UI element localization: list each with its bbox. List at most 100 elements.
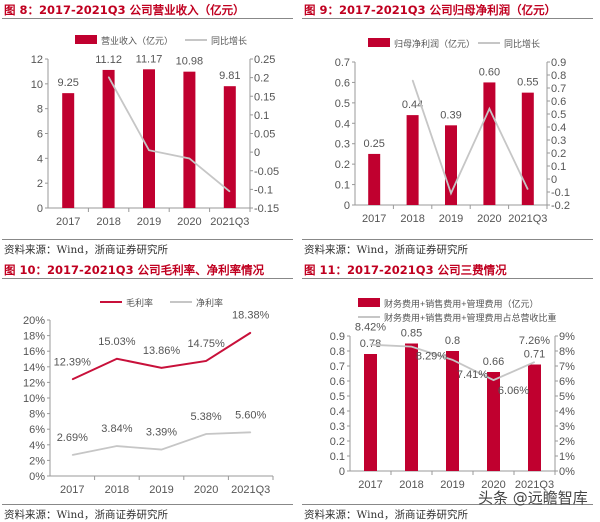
right-tick-label: 0.4: [551, 122, 566, 134]
left-tick-label: 0: [344, 200, 350, 212]
legend-swatch: [358, 298, 380, 307]
line-point: [71, 378, 73, 380]
right-tick-label: 0.1: [551, 161, 566, 173]
left-tick-label: 2: [37, 178, 43, 190]
right-tick-label: 1%: [559, 451, 575, 463]
bar-2019: [143, 69, 155, 208]
left-tick-label: 8%: [29, 409, 45, 421]
x-tick-label: 2017: [358, 479, 382, 491]
line-label: 5.38%: [190, 411, 221, 423]
line-label: 7.41%: [457, 369, 488, 381]
right-tick-label: 0.25: [254, 54, 275, 66]
divider: [302, 239, 593, 240]
left-tick-label: 0.6: [335, 77, 350, 89]
line-label: 2.69%: [57, 432, 88, 444]
line-point: [205, 433, 207, 435]
line-point: [205, 360, 207, 362]
bar-label: 10.98: [176, 56, 204, 68]
left-tick-label: 6%: [29, 424, 45, 436]
line-label: 7.26%: [519, 335, 550, 347]
x-tick-label: 2018: [399, 479, 423, 491]
left-tick-label: 0.8: [330, 346, 345, 358]
x-tick-label: 2018: [105, 484, 129, 496]
bar-label: 9.25: [57, 77, 78, 89]
x-tick-label: 2017: [362, 213, 386, 225]
bar-2017: [62, 93, 75, 208]
line-point: [71, 454, 73, 456]
line-label: 5.60%: [235, 409, 266, 421]
right-tick-label: 2%: [559, 436, 575, 448]
right-tick-label: 0.05: [254, 129, 275, 141]
line-point: [493, 379, 494, 381]
x-tick-label: 2020: [177, 216, 201, 228]
bar-2018: [102, 69, 115, 208]
net-profit-chart: 00.10.20.30.40.50.60.7-0.2-0.100.10.20.3…: [335, 38, 570, 225]
left-tick-label: 0.4: [330, 406, 345, 418]
left-tick-label: 0.3: [335, 139, 350, 151]
bar-2021Q3: [521, 92, 534, 205]
right-tick-label: 0.2: [551, 148, 566, 160]
divider: [302, 278, 593, 279]
legend-swatch: [75, 35, 97, 44]
bar-label: 0.55: [517, 77, 538, 89]
left-tick-label: 0.2: [335, 159, 350, 171]
line-point: [188, 157, 190, 159]
divider: [2, 504, 293, 505]
line-point: [412, 79, 414, 81]
bar-label: 11.17: [136, 53, 163, 65]
x-tick-label: 2017: [60, 484, 84, 496]
chart-title: 图 10：2017-2021Q3 公司毛利率、净利率情况: [4, 263, 265, 277]
bar-2021Q3: [223, 86, 236, 208]
line-label: 13.86%: [143, 345, 181, 357]
line-label: 12.39%: [54, 356, 92, 368]
right-tick-label: 0.8: [551, 70, 566, 82]
line-point: [488, 108, 490, 110]
legend-label: 净利率: [196, 297, 223, 308]
bar-label: 9.81: [219, 70, 240, 82]
left-tick-label: 8: [37, 104, 43, 116]
right-tick-label: 0.2: [254, 73, 269, 85]
x-tick-label: 2021Q3: [515, 479, 554, 491]
source-note: 资料来源：Wind，浙商证券研究所: [4, 244, 168, 256]
line-point: [116, 358, 118, 360]
line-point: [161, 449, 162, 451]
right-tick-label: 0.1: [254, 110, 269, 122]
left-tick-label: 0.3: [330, 421, 345, 433]
legend-label: 毛利率: [126, 297, 153, 308]
divider: [2, 239, 293, 240]
panel-margins: 图 10：2017-2021Q3 公司毛利率、净利率情况 0% 2% 4% 6% 8% 1…: [0, 260, 295, 521]
divider: [302, 504, 593, 505]
x-tick-label: 2021Q3: [508, 213, 547, 225]
right-tick-label: -0.1: [254, 184, 273, 196]
line-point: [411, 346, 412, 348]
panel-expenses: 图 11：2017-2021Q3 公司三费情况 0 0.1 0.2 0.3 0.4 0.5…: [300, 260, 595, 521]
left-tick-label: 0.1: [330, 451, 345, 463]
right-tick-label: 0.9: [551, 57, 566, 69]
left-tick-label: 0.1: [335, 180, 350, 192]
left-tick-label: 4: [37, 153, 43, 165]
bar-2017: [368, 153, 381, 205]
line-label: 15.03%: [98, 336, 136, 348]
chart-title: 图 9：2017-2021Q3 公司归母净利润（亿元）: [304, 3, 557, 17]
x-tick-label: 2018: [400, 213, 424, 225]
x-tick-label: 2018: [96, 216, 120, 228]
x-tick-label: 2019: [439, 213, 463, 225]
bar-2018: [406, 115, 419, 205]
bar-2020: [487, 372, 500, 471]
x-tick-label: 2020: [194, 484, 218, 496]
legend-label: 同比增长: [211, 35, 247, 46]
legend-label: 营业收入（亿元）: [101, 35, 173, 46]
left-tick-label: 0%: [29, 471, 45, 483]
x-tick-label: 2020: [481, 479, 505, 491]
line-point: [108, 76, 110, 78]
left-tick-label: 12%: [23, 377, 45, 389]
bar-2021Q3: [528, 364, 541, 471]
bar-2018: [405, 343, 418, 471]
line-label: 8.42%: [355, 322, 386, 334]
left-tick-label: 20%: [23, 315, 45, 327]
right-tick-label: -0.05: [254, 166, 279, 178]
left-tick-label: 12: [31, 54, 43, 66]
left-tick-label: 0.7: [335, 57, 350, 69]
right-tick-label: -0.2: [551, 200, 570, 212]
x-tick-label: 2021Q3: [210, 216, 249, 228]
